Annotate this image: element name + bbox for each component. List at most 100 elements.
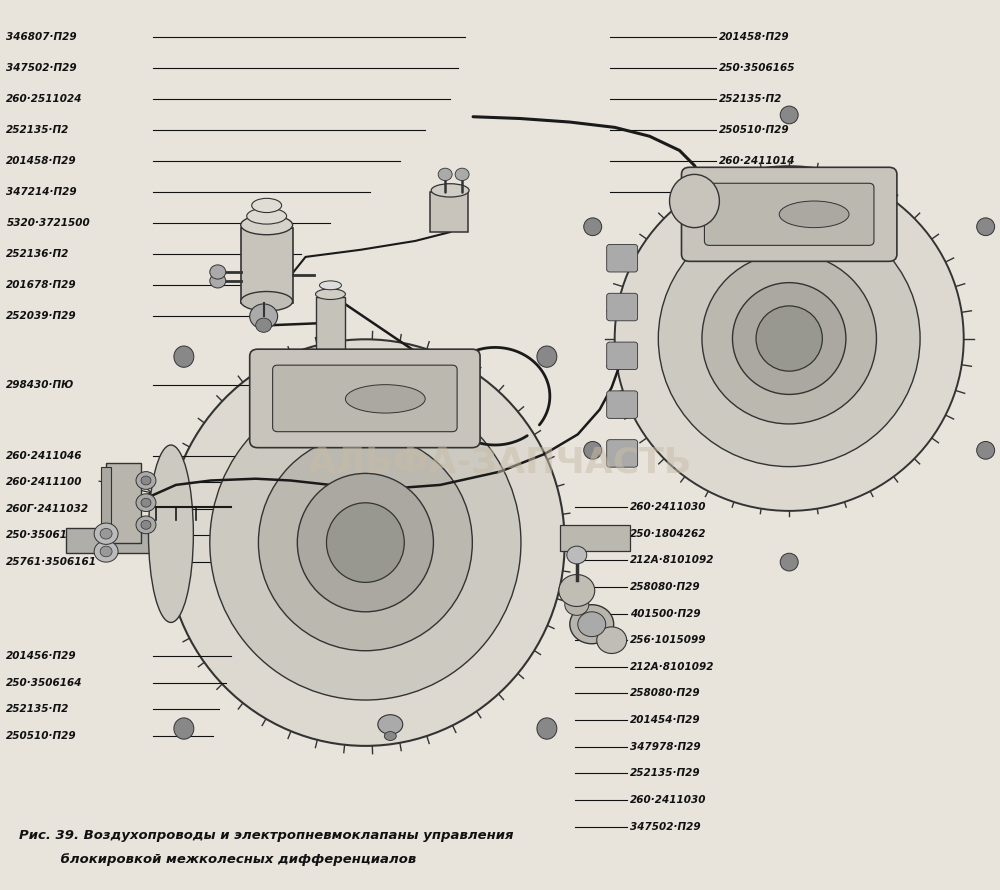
Ellipse shape	[584, 441, 602, 459]
Circle shape	[136, 472, 156, 490]
Text: 201454·П29: 201454·П29	[630, 715, 700, 725]
Circle shape	[565, 594, 589, 615]
Ellipse shape	[316, 289, 345, 300]
Text: блокировкой межколесных дифференциалов: блокировкой межколесных дифференциалов	[19, 854, 417, 867]
Text: 201678·П29: 201678·П29	[6, 280, 77, 290]
Ellipse shape	[166, 339, 565, 746]
Ellipse shape	[780, 106, 798, 124]
Circle shape	[559, 575, 595, 606]
Circle shape	[578, 611, 606, 636]
FancyBboxPatch shape	[607, 245, 638, 272]
Ellipse shape	[174, 346, 194, 368]
Circle shape	[141, 498, 151, 507]
Ellipse shape	[658, 210, 920, 466]
Text: 250·3506165: 250·3506165	[6, 530, 83, 540]
Ellipse shape	[345, 384, 425, 413]
Text: Рис. 39. Воздухопроводы и электропневмоклапаны управления: Рис. 39. Воздухопроводы и электропневмок…	[19, 829, 514, 843]
Ellipse shape	[779, 201, 849, 228]
Text: 252135·П2: 252135·П2	[719, 94, 783, 104]
Ellipse shape	[210, 385, 521, 700]
Circle shape	[210, 265, 226, 279]
Circle shape	[567, 546, 587, 564]
Text: 250510·П29: 250510·П29	[6, 731, 77, 741]
Text: 252135·П29: 252135·П29	[630, 768, 700, 778]
Text: 252135·П2: 252135·П2	[6, 704, 70, 715]
Ellipse shape	[756, 306, 822, 371]
FancyBboxPatch shape	[607, 294, 638, 320]
Text: 212А·8101092: 212А·8101092	[630, 555, 714, 565]
Ellipse shape	[537, 718, 557, 740]
FancyBboxPatch shape	[681, 167, 897, 262]
Text: 201458·П29: 201458·П29	[719, 32, 790, 42]
Text: 212А·8101092: 212А·8101092	[630, 662, 714, 672]
Text: 252039·П29: 252039·П29	[6, 312, 77, 321]
Bar	[241, 228, 293, 303]
Ellipse shape	[241, 292, 293, 311]
Ellipse shape	[378, 715, 403, 734]
Circle shape	[141, 476, 151, 485]
Ellipse shape	[702, 253, 876, 424]
Circle shape	[455, 168, 469, 181]
Ellipse shape	[384, 732, 396, 740]
Text: 298430·ПЮ: 298430·ПЮ	[6, 380, 75, 390]
Text: 401500·П29: 401500·П29	[630, 609, 700, 619]
Text: 347214·П29: 347214·П29	[6, 187, 77, 198]
Ellipse shape	[241, 215, 293, 235]
Text: 258080·П29: 258080·П29	[630, 582, 700, 592]
Circle shape	[597, 627, 627, 653]
Ellipse shape	[174, 718, 194, 740]
FancyBboxPatch shape	[607, 342, 638, 369]
Ellipse shape	[148, 445, 193, 622]
Text: 252136·П2: 252136·П2	[6, 249, 70, 259]
FancyBboxPatch shape	[704, 183, 874, 246]
Bar	[316, 297, 345, 352]
Ellipse shape	[320, 281, 341, 290]
Ellipse shape	[584, 218, 602, 236]
Ellipse shape	[732, 283, 846, 394]
Text: 201458·П29: 201458·П29	[6, 156, 77, 166]
Text: 260·2511024: 260·2511024	[6, 94, 83, 104]
Ellipse shape	[977, 441, 995, 459]
Ellipse shape	[431, 183, 469, 197]
Text: 201456·П29: 201456·П29	[6, 651, 77, 661]
Ellipse shape	[252, 198, 282, 213]
Circle shape	[570, 604, 614, 643]
Text: 260Г·2411032: 260Г·2411032	[6, 504, 90, 514]
Circle shape	[256, 318, 272, 332]
Ellipse shape	[297, 473, 433, 611]
Text: 260·2411030: 260·2411030	[630, 502, 706, 512]
Text: 250·1804262: 250·1804262	[630, 529, 706, 538]
Bar	[430, 192, 468, 232]
Ellipse shape	[615, 166, 964, 511]
Ellipse shape	[247, 208, 287, 224]
Text: 5320·3721500: 5320·3721500	[6, 218, 90, 228]
Circle shape	[100, 529, 112, 539]
Text: 346807·П29: 346807·П29	[6, 32, 77, 42]
Text: 347502·П29: 347502·П29	[630, 821, 700, 831]
Text: 260·2411030: 260·2411030	[630, 795, 706, 805]
Text: 250·3506165: 250·3506165	[719, 63, 796, 73]
Ellipse shape	[326, 503, 404, 582]
Circle shape	[210, 274, 226, 288]
Circle shape	[250, 303, 278, 328]
Bar	[106, 463, 141, 543]
Circle shape	[136, 494, 156, 512]
Text: 260·2411100: 260·2411100	[719, 187, 796, 198]
Ellipse shape	[537, 346, 557, 368]
Text: 347502·П29: 347502·П29	[6, 63, 77, 73]
Circle shape	[136, 516, 156, 534]
Text: 260·2411100: 260·2411100	[6, 477, 83, 487]
Circle shape	[94, 523, 118, 545]
Text: 260·2411014: 260·2411014	[719, 156, 796, 166]
Text: 258080·П29: 258080·П29	[630, 689, 700, 699]
Circle shape	[94, 541, 118, 562]
Circle shape	[438, 168, 452, 181]
Text: 260·2411046: 260·2411046	[6, 450, 83, 461]
FancyBboxPatch shape	[607, 391, 638, 418]
FancyBboxPatch shape	[250, 349, 480, 448]
Text: 250510·П29: 250510·П29	[719, 125, 790, 135]
FancyBboxPatch shape	[273, 365, 457, 432]
Ellipse shape	[780, 554, 798, 571]
Text: 252135·П2: 252135·П2	[6, 125, 70, 135]
Text: 347978·П29: 347978·П29	[630, 741, 700, 752]
